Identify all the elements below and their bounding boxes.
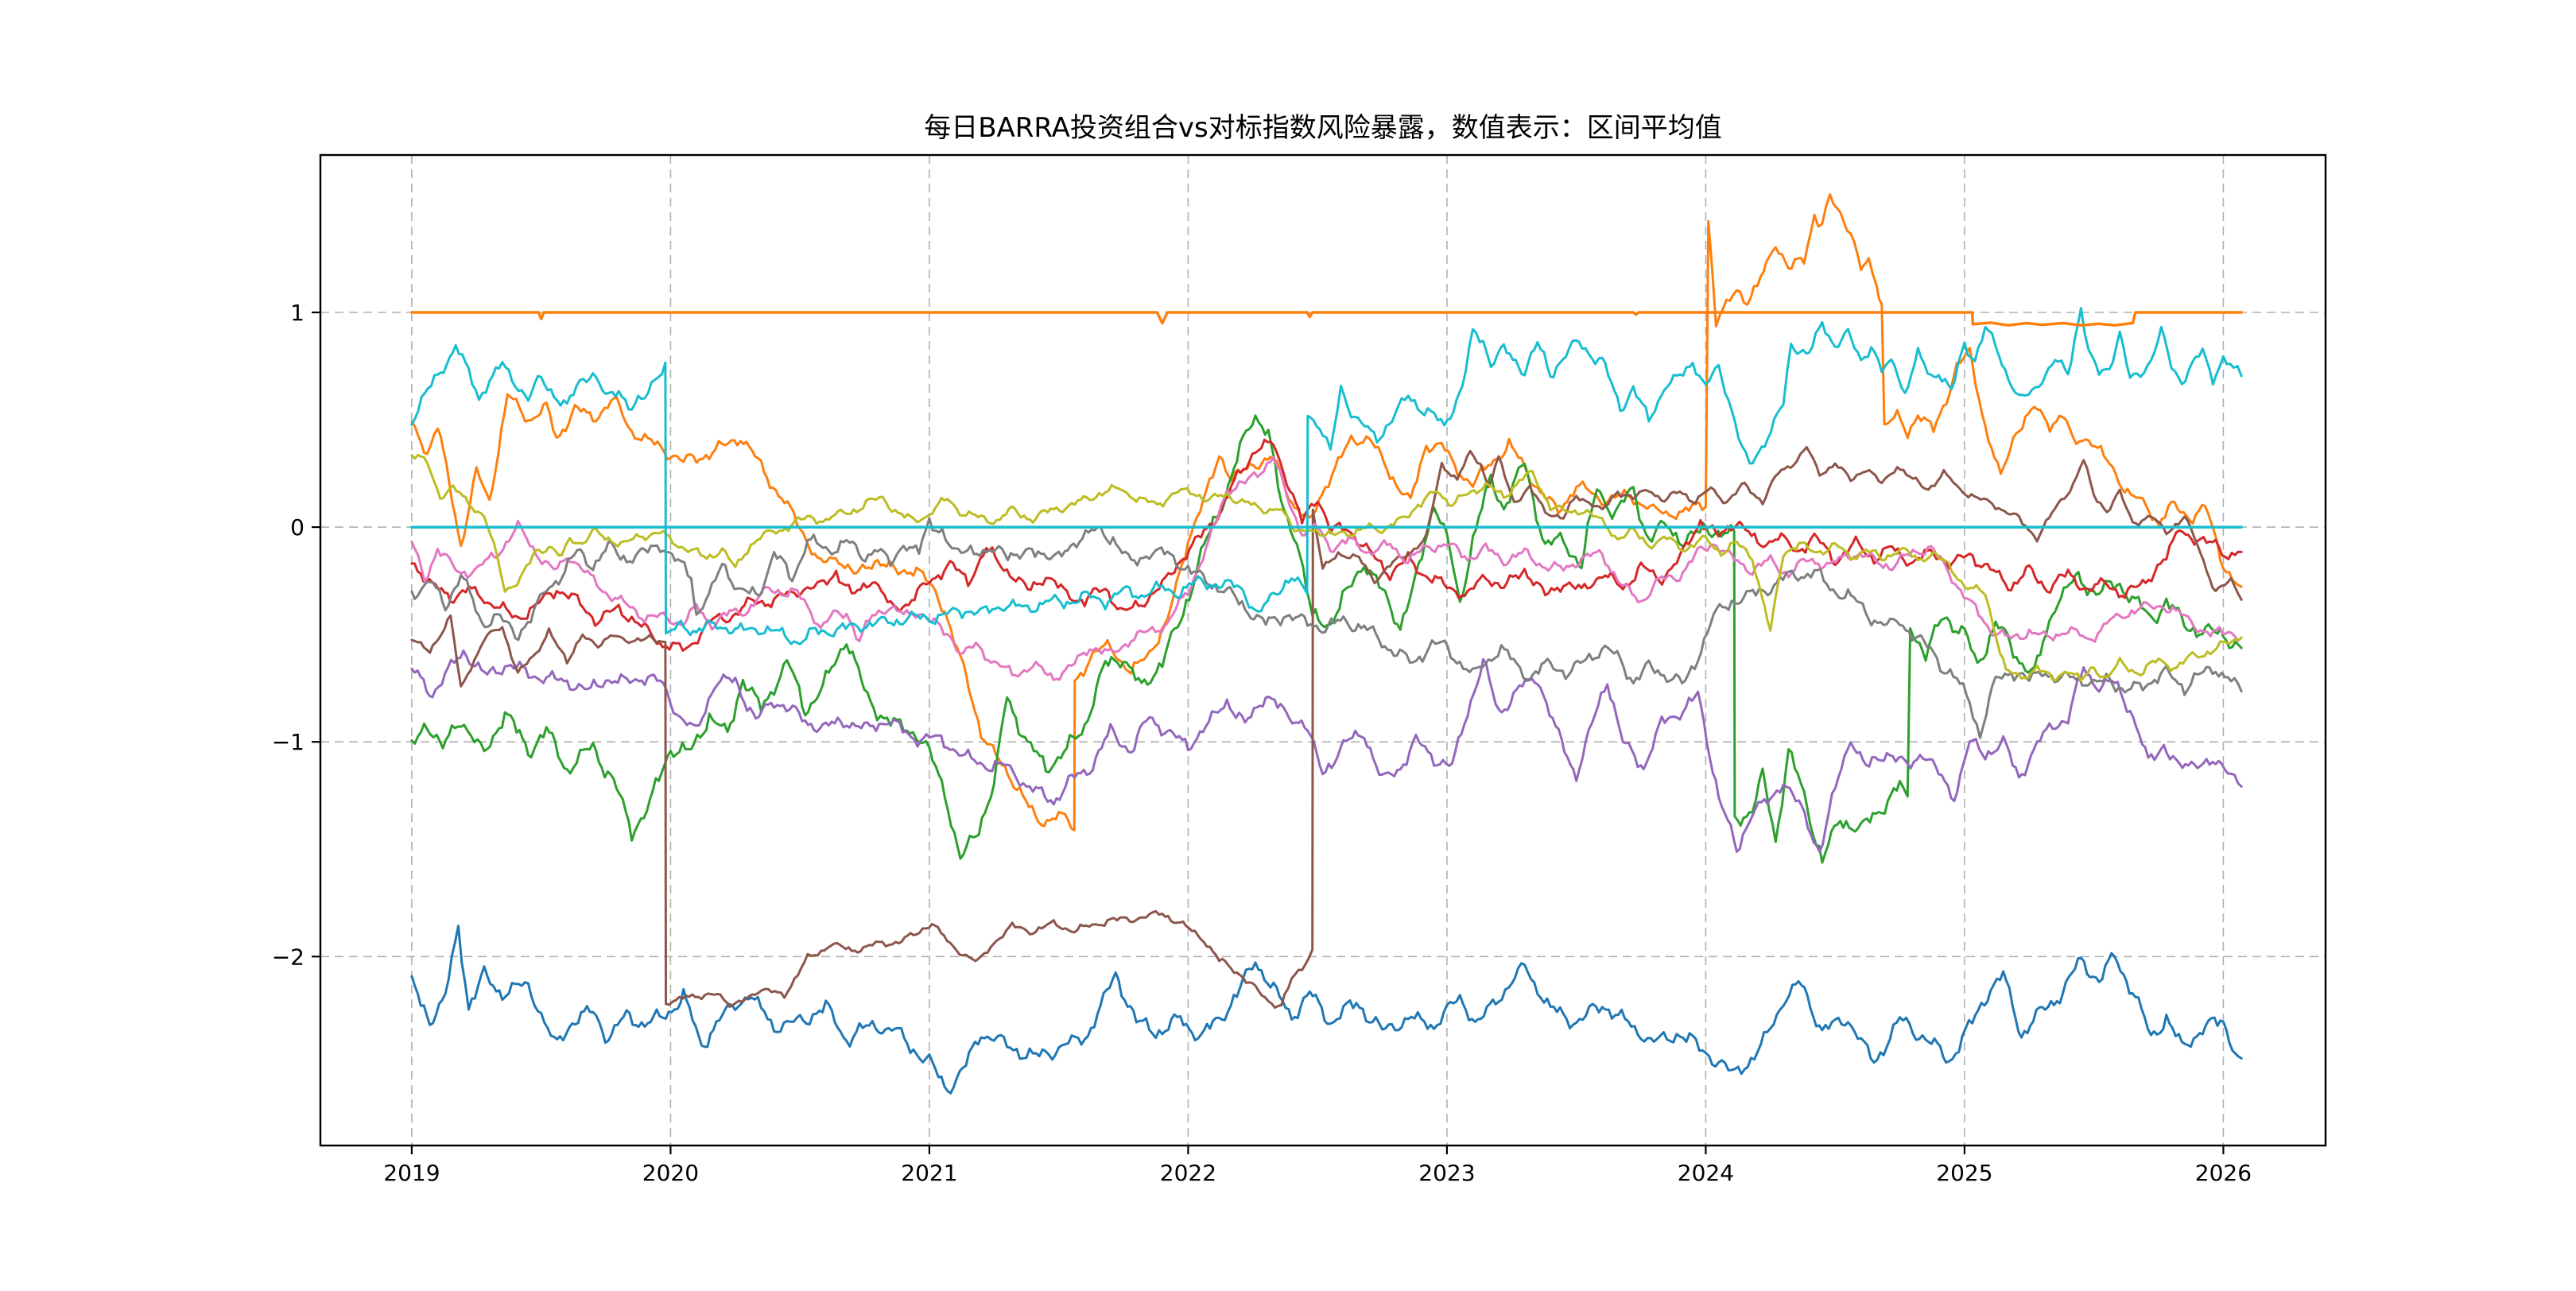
plot-border	[319, 153, 2327, 1147]
x-tick-label-2024: 2024	[1678, 1160, 1734, 1186]
series-line-C1b-orange-flat-1	[410, 311, 2243, 327]
series-line-C4-purple	[410, 649, 2243, 853]
chart-title: 每日BARRA投资组合vs对标指数风险暴露，数值表示：区间平均值	[924, 112, 1722, 144]
x-tick-label-2025: 2025	[1936, 1160, 1992, 1186]
series-line-C7-gray	[410, 517, 2243, 739]
x-tick-label-2022: 2022	[1160, 1160, 1216, 1186]
tick-layer: 2019 2020 2021 2022 2023 2024 2025 2026 1 0 −1 −2	[272, 300, 2252, 1186]
y-tick-label-1: 1	[290, 300, 305, 326]
x-tick-label-2021: 2021	[901, 1160, 957, 1186]
y-tick-label-−2: −2	[272, 944, 305, 970]
series-line-C5-brown-step	[410, 446, 2243, 1010]
x-tick-label-2023: 2023	[1418, 1160, 1475, 1186]
series-layer	[410, 193, 2243, 1095]
x-tick-label-2019: 2019	[383, 1160, 440, 1186]
series-line-C0-blue-bottom	[410, 925, 2243, 1095]
y-tick-label-0: 0	[290, 514, 305, 541]
x-tick-label-2026: 2026	[2195, 1160, 2252, 1186]
x-tick-label-2020: 2020	[642, 1160, 699, 1186]
y-tick-label-−1: −1	[272, 729, 305, 755]
series-line-C8-olive	[410, 453, 2243, 682]
series-line-C9-cyan	[410, 307, 2243, 646]
